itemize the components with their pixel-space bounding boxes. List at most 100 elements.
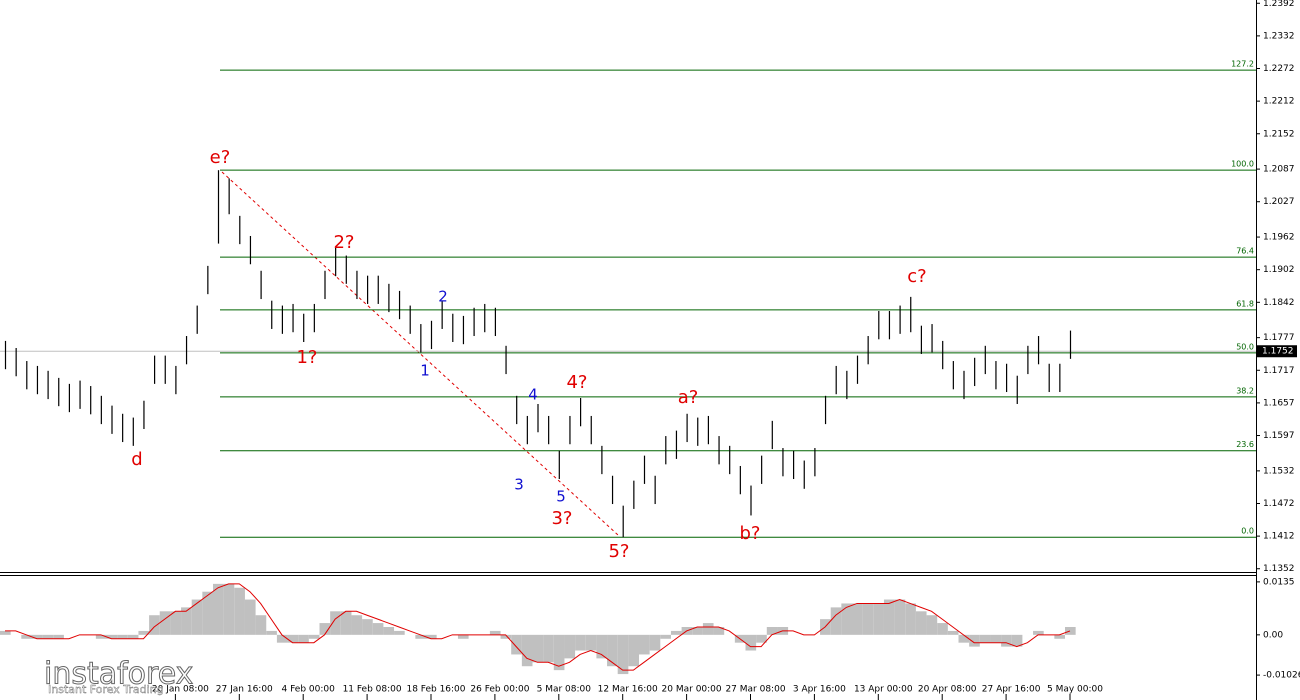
y-tick-label: 1.1777: [1263, 333, 1295, 343]
x-tick-label: 20 Jan 08:00: [152, 685, 209, 695]
wave-label: 2?: [333, 232, 354, 253]
osc-bar: [926, 615, 938, 635]
osc-bar: [0, 630, 11, 635]
osc-bar: [521, 634, 533, 667]
osc-bar: [947, 630, 959, 635]
osc-bar: [915, 611, 927, 635]
fib-label: 127.2: [1231, 60, 1254, 69]
x-tick-label: 20 Mar 00:00: [662, 685, 722, 695]
osc-bar: [745, 634, 757, 651]
x-tick-label: 18 Feb 16:00: [406, 685, 465, 695]
wave-label: 4?: [566, 372, 587, 393]
osc-bar: [511, 634, 522, 655]
osc-bar: [979, 634, 991, 643]
x-tick-label: 26 Feb 00:00: [470, 685, 529, 695]
osc-bar: [362, 619, 373, 635]
current-price-label: 1.1752: [1262, 347, 1294, 357]
logo-ray: [27, 662, 38, 673]
osc-bar: [543, 634, 554, 663]
osc-bar: [330, 611, 341, 635]
osc-bar: [830, 607, 842, 635]
wave-label: a?: [678, 387, 699, 408]
osc-bar: [340, 611, 352, 635]
osc-bar: [702, 623, 714, 635]
y-tick-label: 1.1472: [1263, 499, 1295, 509]
fib-label: 23.6: [1236, 440, 1254, 449]
osc-bar: [894, 599, 906, 635]
y-tick-label: 1.1717: [1263, 366, 1295, 376]
wave-label: c?: [907, 266, 926, 287]
x-tick-label: 3 Apr 16:00: [793, 685, 846, 695]
fib-label: 76.4: [1236, 247, 1254, 256]
wave-label: 1: [420, 362, 430, 380]
osc-bar: [42, 634, 54, 639]
osc-bar: [905, 603, 916, 635]
osc-bar: [1033, 630, 1044, 635]
wave-label: 3?: [551, 508, 572, 529]
x-tick-label: 20 Apr 08:00: [918, 685, 977, 695]
osc-bar: [489, 630, 501, 635]
osc-bar: [500, 634, 512, 639]
y-tick-label: 1.2272: [1263, 64, 1295, 74]
logo: [10, 660, 40, 690]
osc-bar: [394, 630, 405, 635]
osc-bar: [1011, 634, 1023, 647]
osc-bar: [564, 634, 576, 659]
osc-y-tick-label: 0.00: [1263, 630, 1283, 640]
osc-bar: [617, 634, 629, 675]
x-tick-label: 5 Mar 08:00: [537, 685, 592, 695]
x-tick-label: 12 Mar 16:00: [598, 685, 658, 695]
osc-y-tick-label: 0.0135: [1263, 577, 1295, 587]
y-tick-label: 1.2152: [1263, 129, 1295, 139]
osc-bar: [553, 634, 565, 671]
osc-bar: [159, 611, 171, 635]
osc-bar: [883, 599, 895, 635]
wave-label: 4: [528, 386, 538, 404]
osc-bar: [958, 634, 970, 643]
osc-bar: [596, 634, 608, 659]
osc-bar: [383, 626, 395, 635]
fib-label: 0.0: [1241, 527, 1254, 536]
osc-bar: [415, 634, 426, 639]
logo-ray: [12, 677, 23, 688]
wave-label: 2: [438, 288, 448, 306]
y-tick-label: 1.2212: [1263, 97, 1295, 107]
osc-bar: [937, 623, 948, 635]
osc-bar: [1001, 634, 1012, 647]
osc-bar: [426, 634, 437, 639]
wave-label: b?: [740, 523, 761, 544]
osc-bar: [308, 634, 320, 639]
osc-bar: [692, 626, 703, 635]
osc-bar: [191, 599, 203, 635]
osc-bar: [575, 634, 586, 651]
fib-label: 61.8: [1236, 299, 1254, 308]
osc-bar: [202, 591, 213, 635]
wave-label: d: [131, 449, 142, 470]
osc-bar: [990, 634, 1002, 643]
osc-bar: [276, 634, 288, 643]
y-tick-label: 1.2087: [1263, 165, 1295, 175]
osc-bar: [138, 630, 150, 635]
wave-label: 3: [514, 476, 524, 494]
wave-label: 1?: [296, 347, 317, 368]
osc-bar: [713, 626, 725, 635]
osc-bar: [21, 634, 32, 639]
x-tick-label: 27 Apr 16:00: [982, 685, 1041, 695]
osc-bar: [766, 626, 778, 635]
wave-label: 5: [556, 488, 566, 506]
osc-bar: [607, 634, 618, 667]
osc-bar: [255, 615, 267, 635]
fib-label: 38.2: [1236, 386, 1254, 395]
osc-bar: [287, 634, 299, 643]
y-tick-label: 1.1532: [1263, 466, 1295, 476]
osc-bar: [649, 634, 661, 651]
wave-label: 5?: [608, 541, 629, 562]
watermark-brand: instaforex: [44, 657, 193, 692]
x-tick-label: 5 May 00:00: [1047, 685, 1103, 695]
y-tick-label: 1.1842: [1263, 298, 1295, 308]
y-tick-label: 1.2392: [1263, 0, 1295, 9]
osc-bar: [106, 634, 118, 639]
osc-bar: [244, 599, 256, 635]
